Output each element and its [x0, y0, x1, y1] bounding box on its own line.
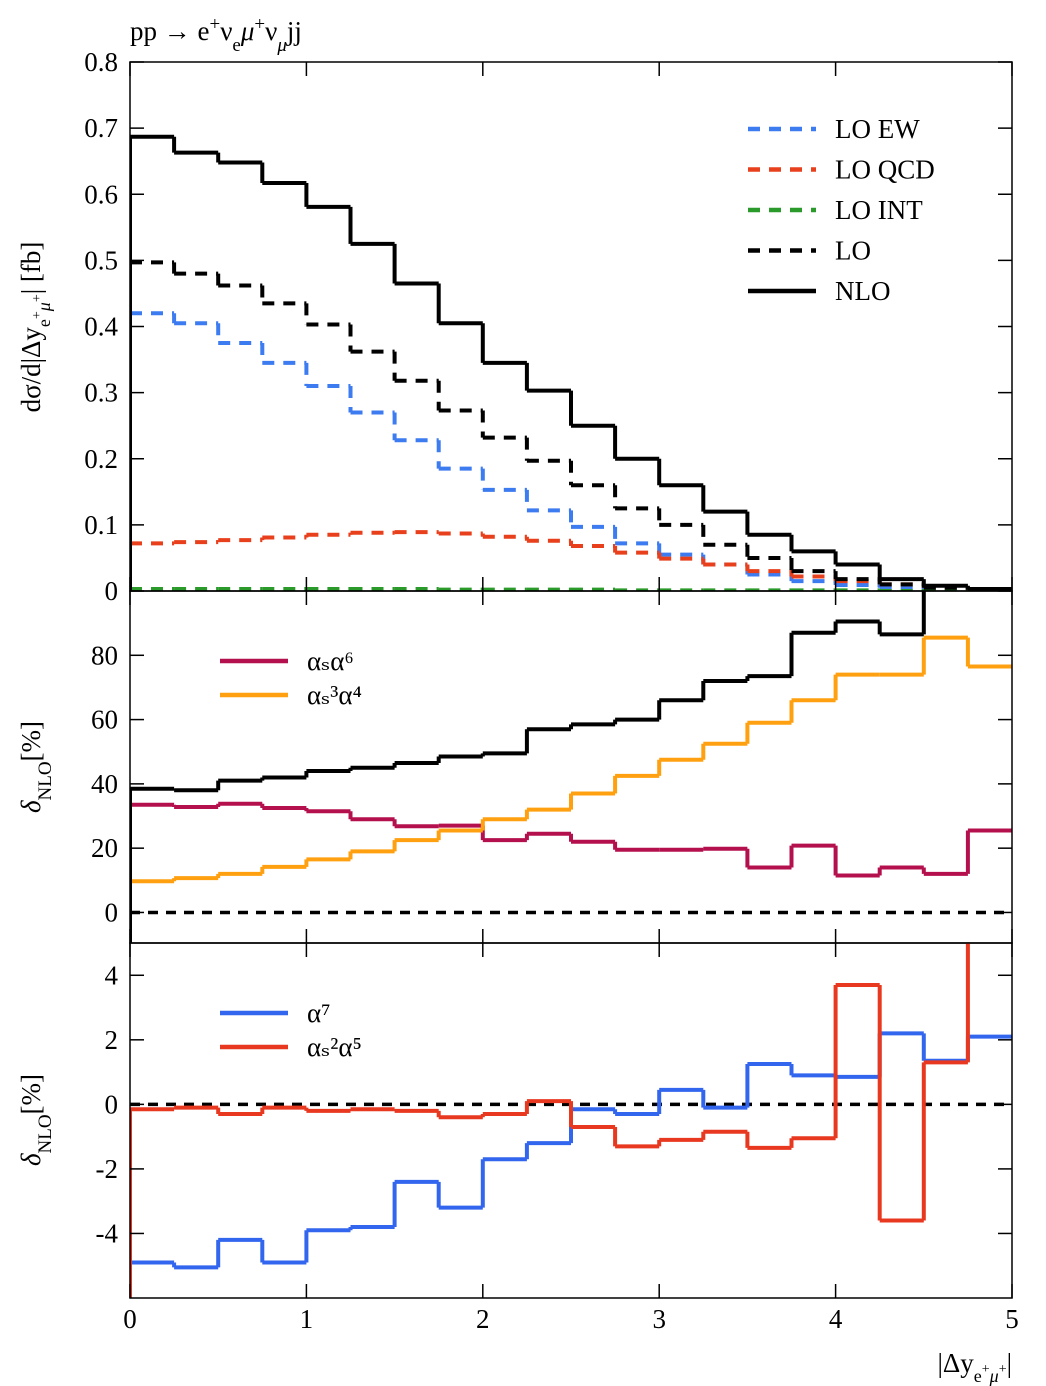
x-tick-label: 3 — [652, 1304, 666, 1334]
y-axis-label: δNLO[%] — [16, 1074, 56, 1166]
y-tick-label: 0.7 — [84, 113, 118, 143]
x-tick-label: 0 — [123, 1304, 137, 1334]
legend-label: NLO — [835, 276, 891, 306]
label-part: | — [1007, 1348, 1012, 1378]
label-part: e — [34, 319, 54, 327]
label-part: + — [30, 294, 45, 302]
legend-label: αₛ³α⁴ — [307, 680, 362, 710]
y-tick-label: 0.4 — [84, 312, 118, 342]
label-part: [%] — [16, 721, 46, 761]
y-tick-label: 0 — [105, 576, 119, 606]
title-part: + — [254, 14, 265, 35]
label-part: dσ/d|Δy — [16, 327, 46, 413]
label-part: δ — [16, 800, 46, 813]
y-tick-label: 0 — [105, 897, 119, 927]
y-tick-label: -4 — [96, 1218, 119, 1248]
y-tick-label: 0.5 — [84, 245, 118, 275]
step-riser — [130, 591, 926, 943]
legend-label: αₛ²α⁵ — [307, 1032, 362, 1062]
plot-area — [130, 591, 1012, 943]
x-axis-label: |Δye+μ+| — [937, 1348, 1012, 1386]
title-part: ν — [220, 16, 232, 46]
chart-title: pp → e+νeμ+νμjj — [130, 14, 302, 56]
frame — [129, 942, 1013, 1299]
label-part: + — [999, 1362, 1007, 1377]
label-part: | [fb] — [16, 242, 46, 295]
step-riser — [130, 262, 970, 591]
legend-label: LO QCD — [835, 155, 935, 185]
y-tick-label: 0.2 — [84, 444, 118, 474]
title-part: ν — [265, 16, 277, 46]
step-riser — [130, 803, 970, 943]
y-tick-label: 60 — [91, 705, 118, 735]
label-part: NLO — [35, 761, 56, 800]
label-part: |Δy — [937, 1348, 974, 1378]
title-part: μ — [276, 35, 287, 56]
y-tick-label: 0.6 — [84, 179, 118, 209]
plot-area — [130, 943, 1012, 1298]
y-tick-label: 80 — [91, 640, 118, 670]
title-part: + — [209, 14, 220, 35]
step-riser — [130, 943, 970, 1298]
x-tick-label: 2 — [476, 1304, 490, 1334]
y-axis-label: dσ/d|Δye+μ+| [fb] — [16, 242, 54, 413]
step-riser — [130, 136, 970, 591]
y-tick-label: 2 — [105, 1025, 119, 1055]
legend-label: LO — [835, 236, 871, 266]
step-riser — [130, 313, 970, 591]
title-part: jj — [286, 16, 302, 46]
y-tick-label: 20 — [91, 833, 118, 863]
legend-label: LO INT — [835, 195, 923, 225]
label-part: e — [974, 1366, 982, 1386]
step-riser — [130, 1033, 970, 1298]
title-part: pp → e — [130, 16, 210, 46]
title-part: μ — [240, 16, 255, 46]
label-part: μ — [989, 1366, 999, 1386]
step-riser — [130, 637, 970, 943]
y-tick-label: 0.3 — [84, 378, 118, 408]
y-tick-label: -2 — [96, 1154, 119, 1184]
y-tick-label: 4 — [105, 960, 119, 990]
frame — [129, 590, 1013, 944]
label-part: + — [30, 311, 45, 319]
legend-label: αₛα⁶ — [307, 646, 354, 676]
plot-area — [130, 134, 1012, 591]
label-part: [%] — [16, 1074, 46, 1114]
label-part: μ — [34, 302, 54, 312]
y-tick-label: 0.1 — [84, 510, 118, 540]
legend-label: α⁷ — [307, 998, 331, 1028]
y-axis-label: δNLO[%] — [16, 721, 56, 813]
x-tick-label: 4 — [829, 1304, 843, 1334]
y-tick-label: 40 — [91, 769, 118, 799]
x-tick-label: 1 — [300, 1304, 314, 1334]
legend-label: LO EW — [835, 114, 920, 144]
label-part: NLO — [35, 1114, 56, 1153]
label-part: + — [982, 1362, 990, 1377]
label-part: δ — [16, 1153, 46, 1166]
x-tick-label: 5 — [1005, 1304, 1019, 1334]
y-tick-label: 0.8 — [84, 47, 118, 77]
title-part: e — [232, 35, 240, 56]
y-tick-label: 0 — [105, 1089, 119, 1119]
